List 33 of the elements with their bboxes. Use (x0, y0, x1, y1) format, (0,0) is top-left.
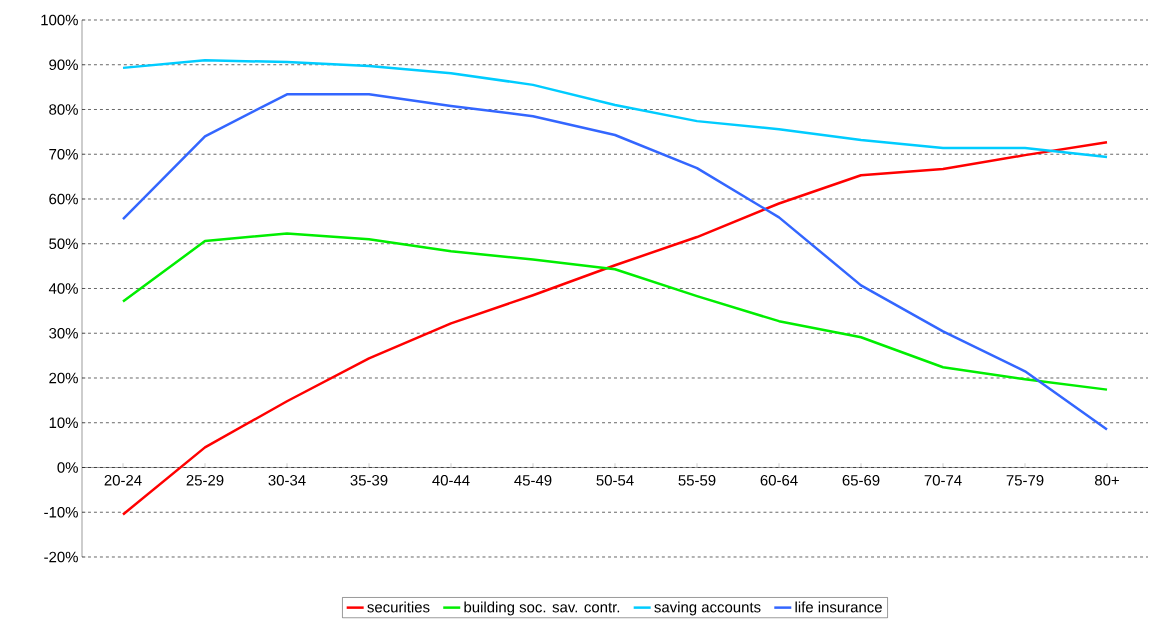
legend-label: saving accounts (654, 601, 761, 616)
y-tick-label: 10% (49, 417, 78, 429)
y-tick-label: -10% (44, 506, 78, 518)
x-tick-label: 80+ (1094, 475, 1119, 486)
line-series (121, 93, 1109, 431)
y-tick-label: 90% (49, 59, 78, 71)
legend-label: life insurance (795, 601, 882, 613)
legend-label: securities (367, 601, 430, 613)
y-tick-label: 70% (49, 148, 78, 160)
y-tick-label: 100% (41, 14, 78, 26)
x-tick-label: 45-49 (514, 475, 552, 486)
x-tick-label: 60-64 (760, 475, 798, 486)
y-tick-label: 80% (49, 104, 78, 115)
x-tick-label: 70-74 (924, 475, 962, 486)
x-tick-label: 20-24 (104, 475, 142, 486)
line-series (121, 232, 1109, 391)
y-tick-label: 30% (49, 327, 78, 339)
y-tick-label: 0% (57, 462, 78, 473)
line-series (121, 59, 1109, 159)
x-tick-label: 25-29 (186, 475, 224, 486)
x-tick-label: 75-79 (1006, 475, 1044, 486)
x-tick-label: 65-69 (842, 475, 880, 486)
x-tick-label: 50-54 (596, 475, 634, 486)
x-tick-label: 35-39 (350, 475, 388, 486)
x-tick-label: 40-44 (432, 475, 470, 486)
y-tick-label: 40% (48, 283, 78, 294)
y-tick-label: 20% (49, 372, 78, 384)
x-tick-label: 55-59 (678, 475, 716, 486)
y-tick-label: -20% (44, 551, 78, 563)
legend-label: building soc. sav. contr. (464, 601, 620, 616)
x-tick-label: 30-34 (268, 475, 306, 486)
y-tick-label: 60% (49, 193, 78, 205)
y-tick-label: 50% (49, 238, 78, 250)
